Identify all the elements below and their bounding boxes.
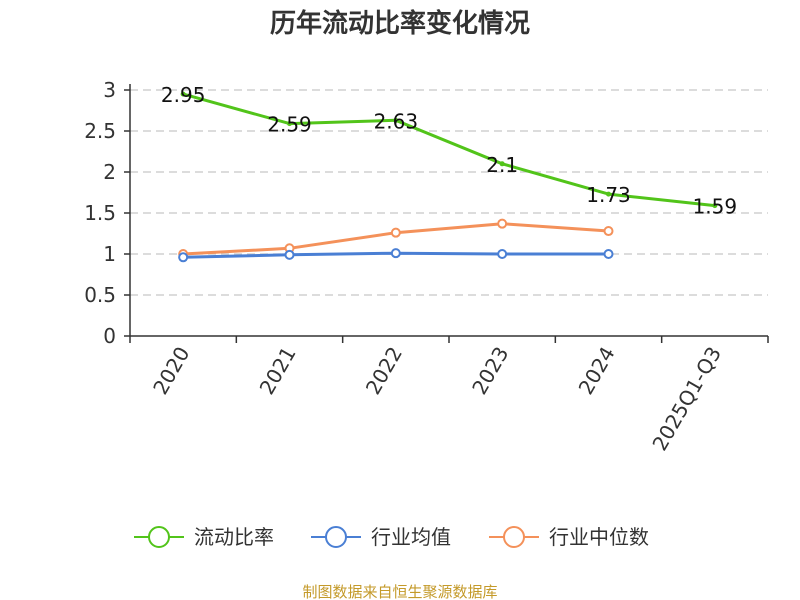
data-label: 2.59 (267, 113, 312, 137)
data-point (393, 117, 399, 123)
data-labels: 2.95 2.59 2.63 2.1 1.73 1.59 (161, 83, 737, 219)
data-point (390, 248, 401, 259)
data-label: 2.63 (374, 109, 419, 133)
data-point (603, 249, 614, 259)
legend-item: 流动比率 (134, 525, 274, 549)
data-point (497, 249, 508, 259)
legend: 流动比率 行业均值 行业中位数 (134, 525, 649, 549)
legend-swatch-marker (148, 526, 170, 548)
legend-item: 行业中位数 (489, 525, 649, 549)
source-note: 制图数据来自恒生聚源数据库 (302, 583, 497, 600)
data-point (712, 203, 718, 209)
data-label: 1.59 (693, 195, 738, 219)
legend-swatch-marker (503, 526, 525, 548)
y-tick-label: 1.5 (84, 201, 116, 225)
legend-label: 流动比率 (194, 525, 274, 549)
x-tick-label: 2020 (148, 343, 194, 399)
y-tick-label: 2.5 (84, 119, 116, 143)
chart-title: 历年流动比率变化情况 (270, 8, 530, 39)
data-point (178, 252, 189, 263)
data-label: 2.1 (486, 153, 518, 177)
legend-label: 行业中位数 (549, 525, 649, 549)
data-label: 1.73 (586, 183, 631, 207)
data-point (497, 218, 508, 229)
x-tick-label: 2025Q1-Q3 (647, 343, 726, 455)
data-point (287, 121, 292, 127)
y-tick-label: 0 (103, 324, 116, 348)
data-point (603, 226, 614, 237)
y-tick-label: 3 (103, 78, 116, 102)
data-label: 2.95 (161, 83, 206, 107)
x-tick-label: 2022 (361, 343, 407, 399)
grid-lines (130, 89, 768, 296)
axes: 0 0.5 1 1.5 2 2.5 3 2020 2021 2022 2023 2024 2025Q1-… (84, 78, 769, 455)
y-tick-label: 2 (103, 160, 116, 184)
series-group (178, 91, 718, 263)
y-tick-label: 0.5 (84, 283, 116, 307)
legend-label: 行业均值 (371, 525, 451, 549)
data-point (606, 191, 611, 197)
x-tick-label: 2023 (467, 342, 513, 398)
x-tick-label: 2021 (255, 343, 301, 399)
data-point (390, 227, 401, 238)
y-tick-label: 1 (103, 242, 116, 266)
series-line (182, 92, 715, 208)
legend-swatch-marker (325, 526, 347, 548)
data-point (284, 249, 295, 260)
legend-item: 行业均值 (311, 525, 451, 549)
data-point (499, 161, 505, 167)
x-tick-label: 2024 (574, 343, 620, 399)
data-point (180, 91, 186, 97)
